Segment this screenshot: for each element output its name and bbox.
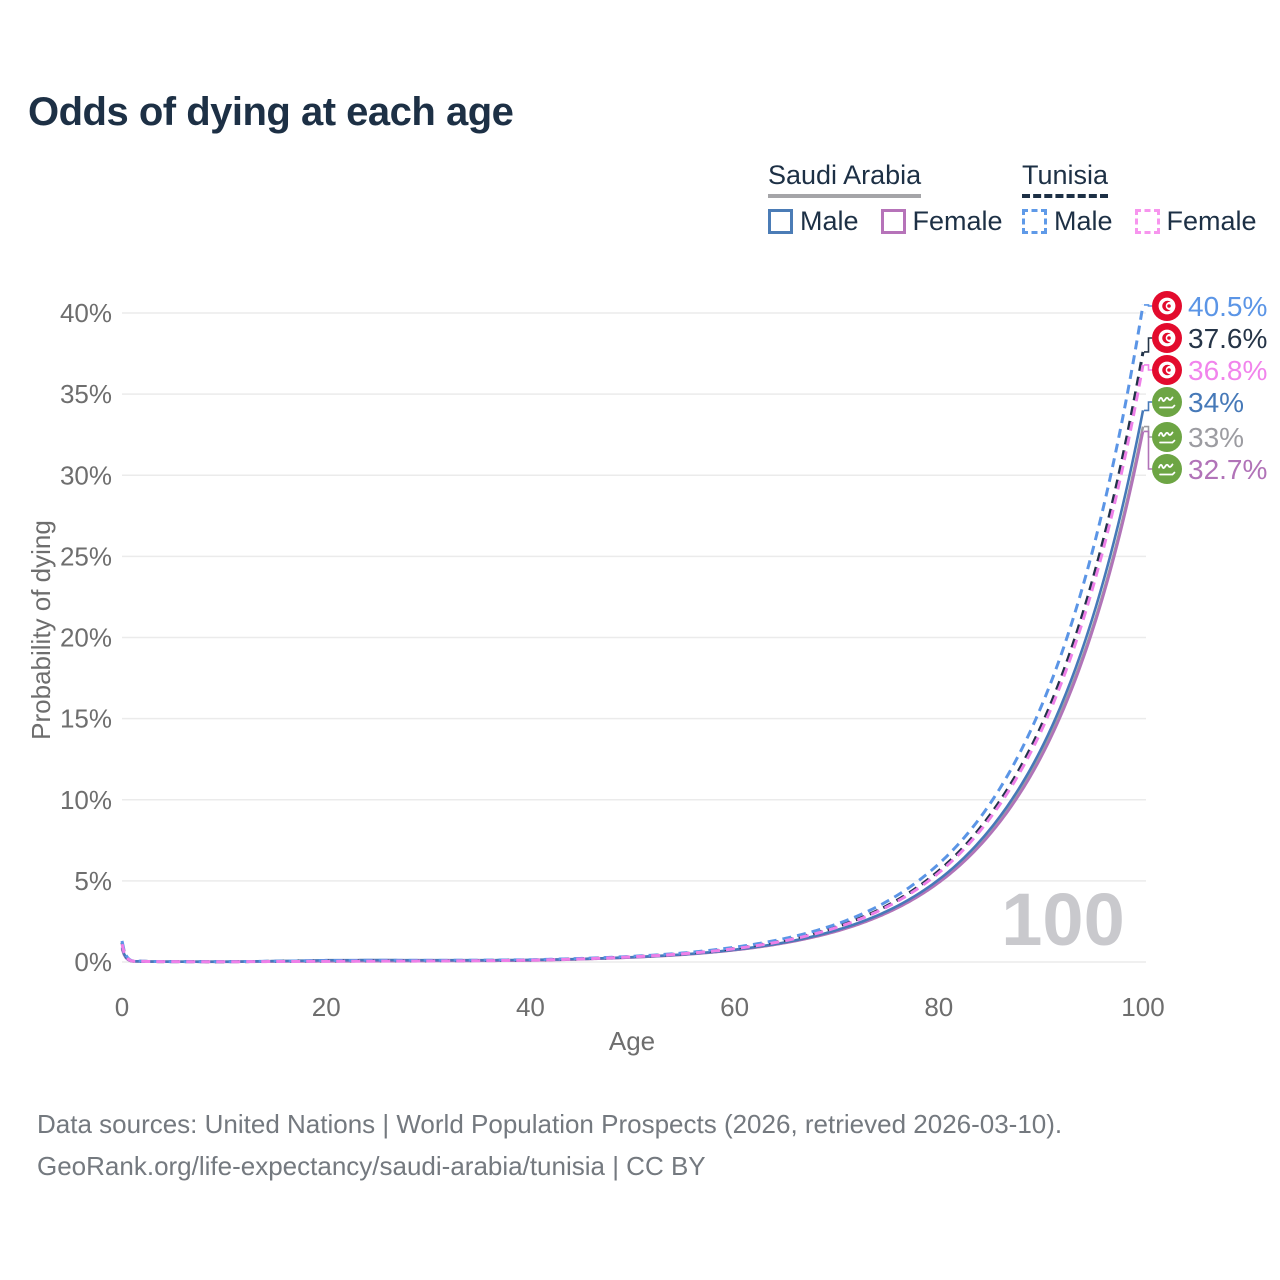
footer-data-sources: Data sources: United Nations | World Pop…	[37, 1109, 1063, 1139]
legend-item-label: Female	[912, 206, 1003, 236]
legend-country-tunisia[interactable]: Tunisia	[1022, 160, 1109, 198]
y-tick-label: 40%	[60, 298, 112, 328]
saudi-male-swatch-icon	[768, 209, 793, 234]
legend-item-label: Male	[800, 206, 859, 236]
tunisia-male-swatch-icon	[1022, 209, 1047, 234]
x-axis-title: Age	[609, 1026, 655, 1056]
grid-layer: 0% 5% 10% 15% 20% 25% 30% 35% 40% 0 20 40 60 80 100	[60, 298, 1165, 1022]
saudi-arabia-flag-icon	[1152, 387, 1182, 417]
legend-item-tunisia-male[interactable]: Male	[1022, 206, 1113, 237]
legend-item-label: Male	[1054, 206, 1113, 236]
legend-item-saudi-male[interactable]: Male	[768, 206, 859, 237]
legend-country-saudi-arabia[interactable]: Saudi Arabia	[768, 160, 922, 198]
end-label-connector	[1144, 430, 1152, 470]
x-tick-label: 100	[1121, 992, 1164, 1022]
x-tick-label: 0	[115, 992, 129, 1022]
y-tick-label: 30%	[60, 460, 112, 490]
hover-age-watermark: 100	[1001, 878, 1124, 961]
y-tick-label: 0%	[74, 947, 112, 977]
y-tick-label: 5%	[74, 866, 112, 896]
y-tick-label: 35%	[60, 379, 112, 409]
line-chart: 0% 5% 10% 15% 20% 25% 30% 35% 40% 0 20 40 60 80 100 10…	[26, 291, 1267, 1056]
saudi-female-swatch-icon	[880, 209, 906, 234]
y-tick-label: 20%	[60, 623, 112, 653]
tunisia-flag-icon	[1152, 291, 1182, 321]
end-label-value-saudi-arabia-female: 32.7%	[1188, 454, 1267, 485]
annotation-layer: 40.5%37.6%36.8%34% 33%32.7%	[1144, 291, 1267, 485]
end-label-value-saudi-arabia-male: 34%	[1188, 387, 1244, 418]
end-label-value-tunisia-male: 40.5%	[1188, 291, 1267, 322]
x-tick-label: 20	[312, 992, 341, 1022]
y-tick-label: 10%	[60, 785, 112, 815]
series-layer	[120, 304, 1145, 964]
footer: Data sources: United Nations | World Pop…	[37, 1103, 1062, 1187]
legend-group-tunisia: Tunisia Male Female	[1022, 160, 1257, 237]
y-tick-label: 25%	[60, 541, 112, 571]
end-label-value-tunisia-both-sexes: 37.6%	[1188, 323, 1267, 354]
legend-group-saudi-arabia: Saudi Arabia Male Female	[768, 160, 1003, 237]
x-tick-label: 80	[924, 992, 953, 1022]
saudi-arabia-flag-icon	[1152, 422, 1182, 452]
tunisia-flag-icon	[1152, 355, 1182, 385]
saudi-arabia-flag-icon	[1152, 454, 1182, 484]
end-label-connector	[1144, 364, 1152, 371]
footer-attribution[interactable]: GeoRank.org/life-expectancy/saudi-arabia…	[37, 1151, 706, 1181]
y-tick-label: 15%	[60, 704, 112, 734]
x-tick-label: 40	[516, 992, 545, 1022]
series-line-tunisia-female[interactable]	[120, 364, 1145, 964]
tunisia-female-swatch-icon	[1134, 209, 1160, 234]
plot-area[interactable]	[122, 300, 1143, 962]
legend-item-tunisia-female[interactable]: Female	[1134, 206, 1257, 237]
x-tick-label: 60	[720, 992, 749, 1022]
end-label-connector	[1144, 401, 1152, 412]
end-label-connector	[1144, 304, 1152, 307]
page-title: Odds of dying at each age	[28, 90, 514, 134]
end-label-value-saudi-arabia-both-sexes: 33%	[1188, 422, 1244, 453]
legend-item-saudi-female[interactable]: Female	[880, 206, 1003, 237]
end-label-value-tunisia-female: 36.8%	[1188, 355, 1267, 386]
end-label-connector	[1144, 337, 1152, 353]
tunisia-flag-icon	[1152, 323, 1182, 353]
y-axis-title: Probability of dying	[26, 520, 56, 740]
legend-item-label: Female	[1166, 206, 1257, 236]
